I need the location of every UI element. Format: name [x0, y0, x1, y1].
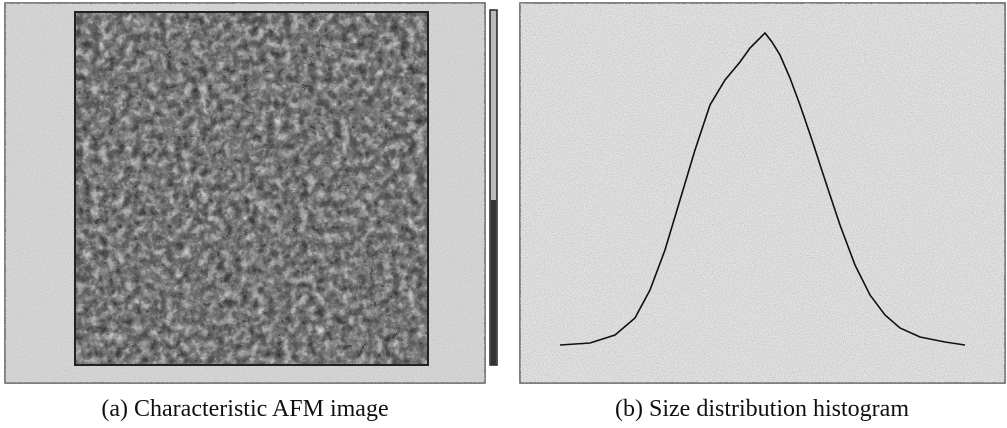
- caption: (b) Size distribution histogram: [615, 396, 909, 422]
- afm-image: [75, 12, 428, 365]
- histogram-curve: [559, 31, 966, 346]
- caption: (a) Characteristic AFM image: [101, 396, 388, 422]
- afm-panel: [4, 2, 498, 384]
- afm-image-border: [74, 11, 429, 366]
- color-scale-dark: [491, 200, 496, 365]
- histogram-panel: [519, 2, 1006, 384]
- panel-texture: [520, 3, 1005, 383]
